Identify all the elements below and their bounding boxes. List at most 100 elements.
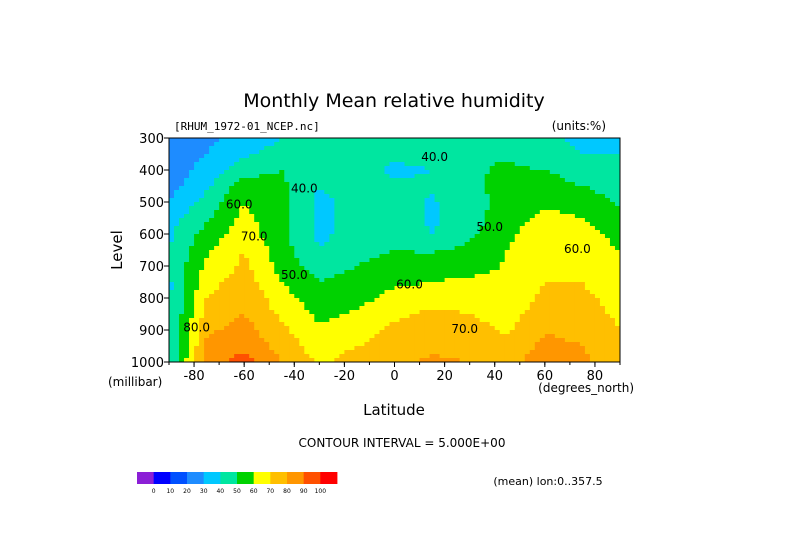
field-cell [424, 222, 431, 227]
field-cell [359, 226, 366, 231]
field-cell [324, 162, 330, 167]
field-cell [224, 246, 230, 251]
field-cell [194, 318, 200, 323]
field-cell [554, 230, 561, 235]
field-cell [599, 334, 606, 339]
field-cell [539, 238, 546, 243]
field-cell [254, 282, 260, 287]
field-cell [414, 222, 421, 227]
field-cell [449, 310, 456, 315]
field-cell [229, 146, 235, 151]
field-cell [259, 294, 265, 299]
field-cell [509, 138, 516, 143]
field-cell [379, 186, 386, 191]
field-cell [239, 358, 245, 362]
field-cell [544, 286, 551, 291]
field-cell [519, 310, 526, 315]
field-cell [464, 342, 471, 347]
field-cell [494, 286, 501, 291]
field-cell [194, 346, 200, 351]
field-cell [549, 274, 556, 279]
field-cell [349, 338, 356, 343]
field-cell [439, 262, 446, 267]
field-cell [209, 294, 215, 299]
field-cell [599, 170, 606, 175]
field-cell [489, 346, 496, 351]
field-cell [259, 194, 265, 199]
field-cell [224, 270, 230, 275]
field-cell [299, 222, 305, 227]
field-cell [304, 238, 310, 243]
field-cell [519, 194, 526, 199]
field-cell [544, 230, 551, 235]
field-cell [329, 238, 335, 243]
field-cell [414, 254, 421, 259]
field-cell [584, 350, 591, 355]
field-cell [174, 202, 180, 207]
field-cell [214, 246, 220, 251]
field-cell [479, 354, 486, 359]
field-cell [474, 334, 481, 339]
field-cell [259, 346, 265, 351]
field-cell [284, 146, 290, 151]
field-cell [384, 306, 391, 311]
field-cell [244, 266, 250, 271]
field-cell [489, 210, 496, 215]
field-cell [594, 194, 601, 199]
field-cell [604, 274, 611, 279]
field-cell [499, 342, 506, 347]
field-cell [314, 322, 320, 327]
field-cell [219, 306, 225, 311]
field-cell [224, 254, 230, 259]
field-cell [249, 202, 255, 207]
field-cell [274, 206, 280, 211]
field-cell [289, 166, 295, 171]
field-cell [279, 350, 285, 355]
field-cell [239, 182, 245, 187]
field-cell [454, 318, 461, 323]
field-cell [284, 338, 290, 343]
field-cell [524, 306, 531, 311]
field-cell [299, 338, 305, 343]
field-cell [599, 310, 606, 315]
field-cell [374, 226, 381, 231]
field-cell [294, 294, 300, 299]
field-cell [399, 310, 406, 315]
field-cell [344, 342, 350, 347]
field-cell [224, 290, 230, 295]
field-cell [269, 318, 275, 323]
field-cell [344, 238, 350, 243]
field-cell [169, 274, 175, 279]
field-cell [544, 214, 551, 219]
field-cell [309, 294, 315, 299]
field-cell [254, 158, 260, 163]
field-cell [599, 206, 606, 211]
field-cell [584, 258, 591, 263]
field-cell [359, 206, 366, 211]
field-cell [249, 154, 255, 159]
field-cell [514, 186, 521, 191]
field-cell [569, 214, 576, 219]
field-cell [464, 150, 471, 155]
field-cell [294, 346, 300, 351]
field-cell [444, 198, 451, 203]
field-cell [379, 318, 386, 323]
field-cell [354, 234, 361, 239]
field-cell [224, 242, 230, 247]
field-cell [189, 278, 195, 283]
field-cell [319, 326, 325, 331]
field-cell [424, 334, 431, 339]
field-cell [384, 158, 391, 163]
field-cell [179, 266, 185, 271]
field-cell [614, 158, 620, 163]
field-cell [464, 310, 471, 315]
field-cell [519, 354, 526, 359]
field-cell [349, 230, 356, 235]
field-cell [419, 210, 426, 215]
field-cell [269, 206, 275, 211]
field-cell [229, 234, 235, 239]
field-cell [269, 186, 275, 191]
field-cell [514, 206, 521, 211]
field-cell [404, 170, 411, 175]
field-cell [239, 246, 245, 251]
